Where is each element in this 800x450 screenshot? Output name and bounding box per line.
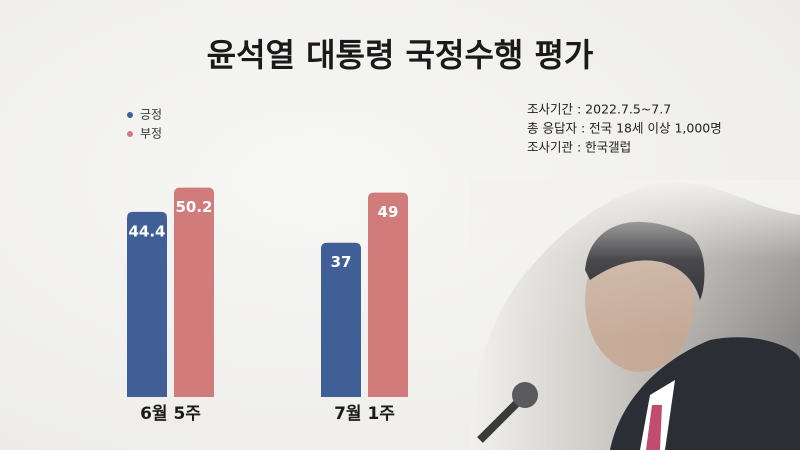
chart-title: 윤석열 대통령 국정수행 평가 — [207, 36, 594, 74]
bar — [321, 242, 361, 397]
annotation: 조사기관 : 한국갤럽 — [527, 140, 631, 155]
photo — [470, 180, 800, 450]
x-tick-label: 6월 5주 — [140, 404, 201, 424]
value-label: 44.4 — [128, 222, 165, 240]
value-label: 37 — [331, 253, 352, 271]
legend-label: 긍정 — [140, 108, 162, 122]
value-label: 49 — [378, 203, 399, 221]
legend-marker — [127, 131, 133, 137]
annotation: 조사기간 : 2022.7.5~7.7 — [527, 102, 671, 117]
bar — [368, 192, 408, 397]
x-tick-label: 7월 1주 — [334, 404, 395, 424]
bar — [127, 211, 167, 397]
bar — [174, 187, 214, 397]
value-label: 50.2 — [175, 198, 212, 216]
legend-label: 부정 — [140, 127, 162, 141]
annotation: 총 응답자 : 전국 18세 이상 1,000명 — [527, 121, 722, 136]
legend-marker — [127, 112, 133, 118]
